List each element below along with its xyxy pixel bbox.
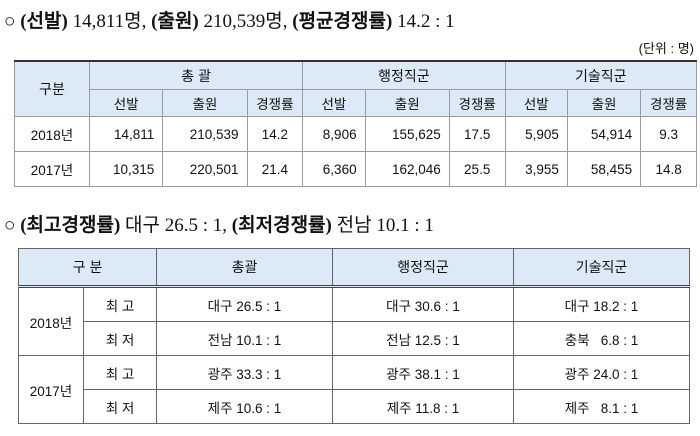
row-label: 2018년 [14,116,90,152]
row-label: 최 저 [83,389,157,424]
cell: 광주 33.3 : 1 [156,355,333,390]
header-cell: 구분 [14,60,90,117]
header-cell: 선발 [302,89,366,117]
header-row: 선발 출원 경쟁률 선발 출원 경쟁률 선발 출원 경쟁률 [15,89,697,117]
cell: 17.5 [448,116,506,152]
cell: 3,955 [504,151,568,187]
cell: 220,501 [162,151,248,187]
year-cell: 2017년 [18,355,84,424]
unit-note: (단위 : 명) [638,41,694,56]
cell: 14.2 [246,116,304,152]
header-cell: 출원 [364,89,450,117]
cell: 대구 30.6 : 1 [332,286,514,322]
cell: 14.8 [640,151,697,187]
cell: 전남 10.1 : 1 [156,321,333,356]
row-label: 최 고 [83,286,157,322]
heading-part: 대구 26.5 : 1, [120,215,232,236]
data-row: 2017년 10,315 220,501 21.4 6,360 162,046 25.5 3,… [14,151,697,187]
cell: 충북 6.8 : 1 [513,321,690,356]
heading-part: (평균경쟁률) [292,11,393,32]
cell: 9.3 [640,116,697,152]
heading-part: 210,539명, [198,11,293,32]
cell: 5,905 [504,116,568,152]
heading-part: (선발) [20,11,68,32]
header-cell: 경쟁률 [246,89,304,117]
header-cell: 행정직군 [332,248,514,288]
cell: 10,315 [88,151,164,187]
heading-part: (최고경쟁률) [20,215,121,236]
cell: 25.5 [448,151,506,187]
cell: 6,360 [302,151,366,187]
heading: ○ (최고경쟁률) 대구 26.5 : 1, (최저경쟁률) 전남 10.1 :… [4,210,434,237]
cell: 155,625 [364,116,450,152]
cell: 제주 8.1 : 1 [513,389,690,424]
header-row: 구분 총 괄 행정직군 기술직군 [14,60,698,117]
row-label: 2017년 [14,151,90,187]
heading: ○ (선발) 14,811명, (출원) 210,539명, (평균경쟁률) 1… [4,6,455,33]
row-label: 최 고 [83,355,157,390]
header-cell: 경쟁률 [448,89,506,117]
cell: 제주 10.6 : 1 [156,389,333,424]
data-row: 최 저 제주 10.6 : 1 제주 11.8 : 1 제주 8.1 : 1 [19,389,690,424]
cell: 21.4 [246,151,304,187]
data-row: 2017년 최 고 광주 33.3 : 1 광주 38.1 : 1 광주 24.0 : … [18,355,690,424]
row-label: 최 저 [83,321,157,356]
header-row: 구 분 총괄 행정직군 기술직군 [18,248,690,288]
year-cell: 2018년 [18,286,84,356]
cell: 210,539 [162,116,248,152]
cell: 8,906 [302,116,366,152]
cell: 대구 18.2 : 1 [513,286,690,322]
header-cell: 선발 [504,89,568,117]
heading-part: ○ [4,11,21,32]
heading-part: ○ [4,215,21,236]
header-cell: 행정직군 [302,60,506,90]
heading-part: (출원) [151,11,199,32]
heading-part: 전남 10.1 : 1 [331,215,434,236]
table-competition: 구 분 총괄 행정직군 기술직군 2018년 최 고 대구 26.5 : 1 대구 30.6 … [18,248,690,424]
table-applicants: 구분 총 괄 행정직군 기술직군 선발 출원 경쟁률 선발 출원 경쟁률 선발 출원 경쟁률 2018년 1… [14,60,698,187]
heading-part: (최저경쟁률) [231,215,332,236]
header-cell: 경쟁률 [640,89,697,117]
cell: 58,455 [566,151,642,187]
header-cell: 총 괄 [88,60,304,90]
header-cell: 기술직군 [513,248,690,288]
header-cell: 선발 [88,89,164,117]
data-row: 최 저 전남 10.1 : 1 전남 12.5 : 1 충북 6.8 : 1 [19,321,690,356]
cell: 제주 11.8 : 1 [332,389,514,424]
data-row: 2018년 최 고 대구 26.5 : 1 대구 30.6 : 1 대구 18.2 : … [18,286,690,356]
header-cell: 총괄 [156,248,333,288]
cell: 14,811 [88,116,164,152]
cell: 대구 26.5 : 1 [156,286,333,322]
header-cell: 기술직군 [504,60,698,90]
cell: 54,914 [566,116,642,152]
heading-part: 14,811명, [67,11,152,32]
cell: 전남 12.5 : 1 [332,321,514,356]
cell: 광주 38.1 : 1 [332,355,514,390]
data-row: 2018년 14,811 210,539 14.2 8,906 155,625 17.5 5,… [14,116,697,152]
heading-part: 14.2 : 1 [392,11,455,32]
header-cell: 출원 [162,89,248,117]
cell: 162,046 [364,151,450,187]
cell: 광주 24.0 : 1 [513,355,690,390]
header-cell: 출원 [566,89,642,117]
header-cell: 구 분 [18,248,157,288]
